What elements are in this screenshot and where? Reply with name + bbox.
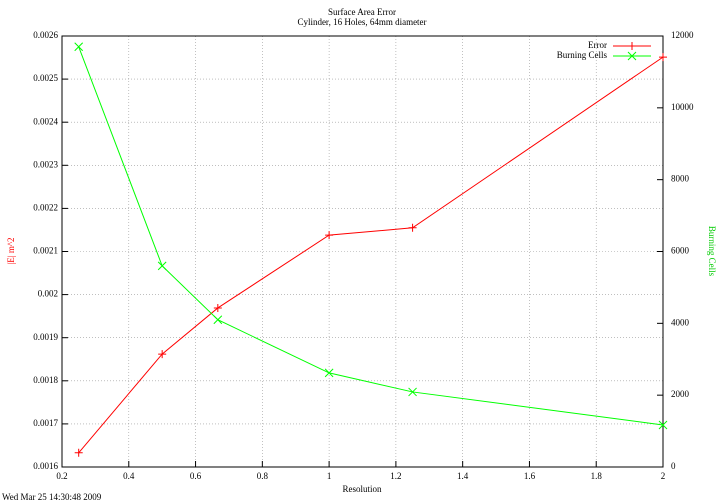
x-tick-label: 1	[327, 471, 332, 481]
y-axis-label: |E| m^2	[6, 237, 16, 264]
data-point	[659, 53, 667, 62]
x-tick-label: 2	[661, 471, 666, 481]
data-point	[74, 42, 84, 52]
data-point	[325, 231, 334, 240]
x-tick-label: 0.4	[123, 471, 135, 481]
y-tick-label: 0.0025	[33, 73, 58, 83]
data-point	[658, 420, 668, 430]
y2-tick-label: 2000	[671, 389, 690, 399]
y2-tick-label: 8000	[671, 174, 690, 184]
data-point	[74, 448, 83, 457]
data-point	[158, 350, 167, 359]
y-tick-label: 0.0017	[33, 418, 58, 428]
data-point	[324, 368, 334, 378]
y-tick-label: 0.0018	[33, 375, 58, 385]
y-tick-label: 0.0024	[33, 116, 58, 126]
x-tick-label: 0.6	[190, 471, 202, 481]
y2-tick-label: 4000	[671, 317, 690, 327]
chart-title: Surface Area Error	[328, 7, 396, 17]
y2-tick-label: 12000	[671, 30, 694, 40]
x-tick-label: 1.6	[524, 471, 536, 481]
y-tick-label: 0.0021	[33, 246, 58, 256]
y-tick-label: 0.002	[38, 289, 58, 299]
data-point	[157, 261, 167, 271]
chart-subtitle: Cylinder, 16 Holes, 64mm diameter	[297, 17, 426, 27]
legend-marker	[628, 42, 636, 50]
data-point	[213, 303, 222, 312]
data-point	[408, 223, 417, 232]
timestamp: Wed Mar 25 14:30:48 2009	[2, 492, 102, 502]
y2-axis-label: Burning Cells	[707, 226, 717, 277]
y2-tick-label: 6000	[671, 246, 690, 256]
y-tick-label: 0.0022	[33, 202, 58, 212]
x-tick-label: 0.8	[257, 471, 269, 481]
series-line	[78, 56, 664, 454]
data-point	[408, 387, 417, 397]
x-tick-label: 1.8	[591, 471, 603, 481]
plot-frame	[61, 35, 664, 468]
x-tick-label: 1.2	[390, 471, 401, 481]
data-point	[213, 315, 223, 325]
y-tick-label: 0.0019	[33, 332, 58, 342]
legend-label: Error	[588, 40, 607, 50]
legend-label: Burning Cells	[557, 50, 608, 60]
y-tick-label: 0.0016	[33, 461, 58, 471]
y-tick-label: 0.0023	[33, 159, 58, 169]
legend-marker	[627, 51, 637, 61]
x-tick-label: 1.4	[457, 471, 469, 481]
x-axis-label: Resolution	[342, 484, 382, 494]
x-tick-label: 0.2	[56, 471, 67, 481]
y2-tick-label: 0	[671, 461, 676, 471]
series-line	[78, 46, 664, 426]
y-tick-label: 0.0026	[33, 30, 58, 40]
y2-tick-label: 10000	[671, 102, 694, 112]
